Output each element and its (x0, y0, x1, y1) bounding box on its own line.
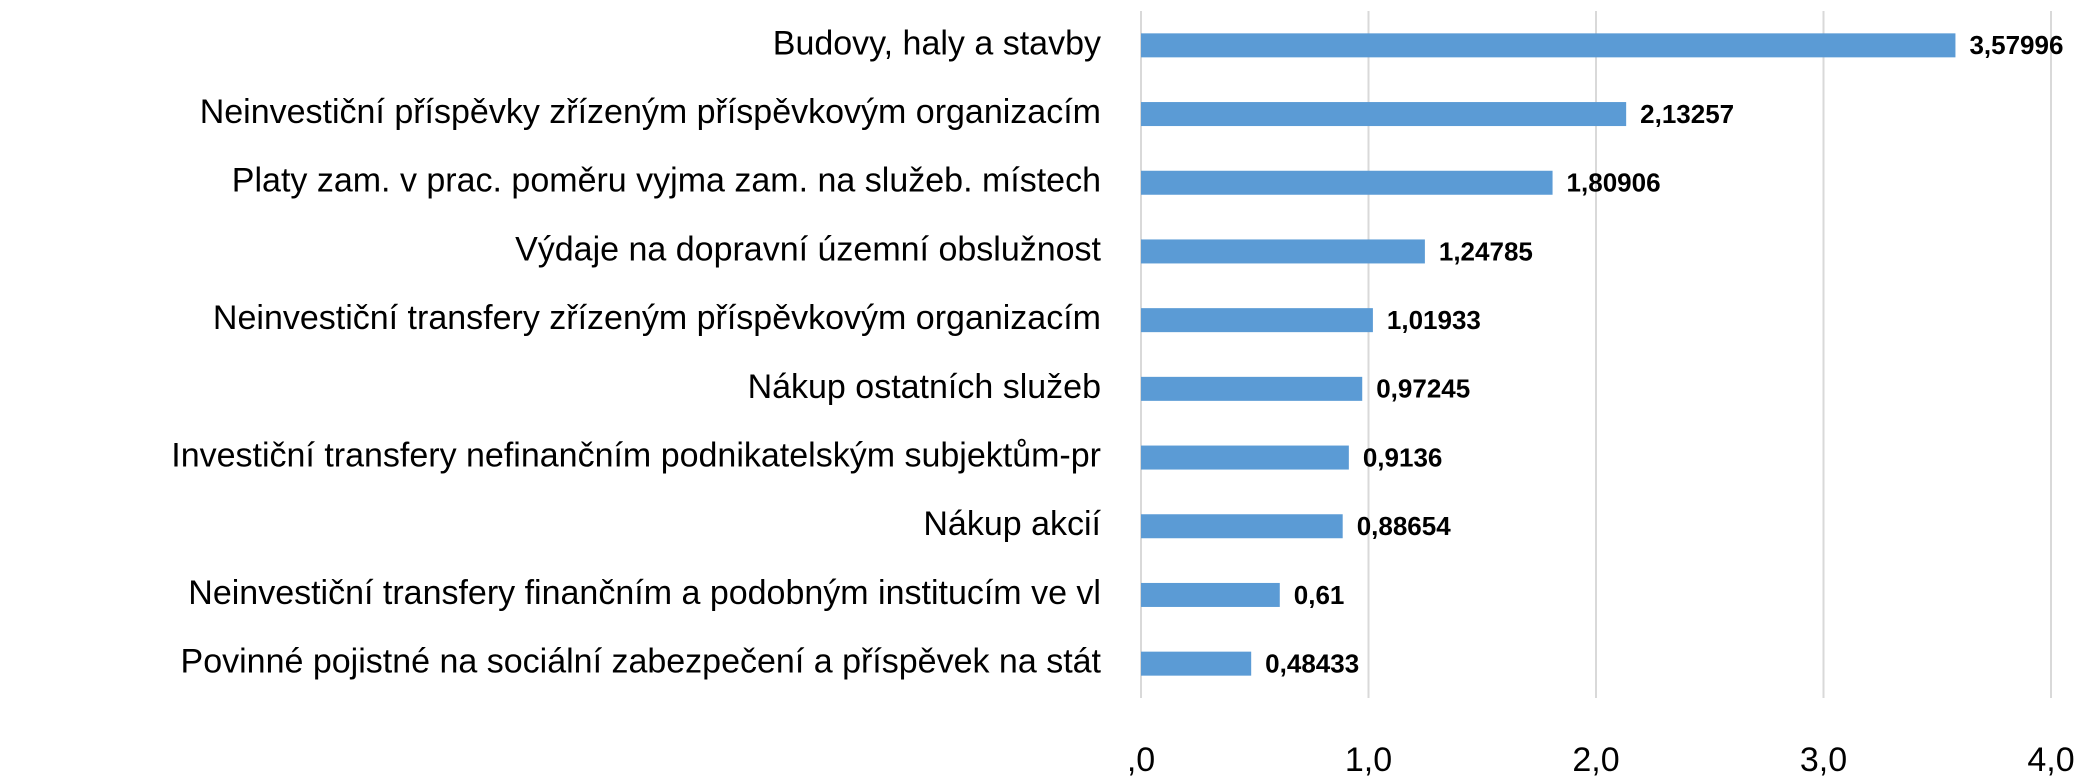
x-tick-label: 2,0 (1572, 741, 1619, 779)
bar (1141, 33, 1956, 58)
data-label: 1,24785 (1439, 236, 1533, 266)
y-tick-label: Investiční transfery nefinančním podnika… (171, 437, 1101, 475)
x-tick-label: ,0 (1127, 741, 1155, 779)
data-label: 1,01933 (1387, 305, 1481, 335)
bar (1141, 582, 1280, 607)
data-label: 0,88654 (1357, 511, 1452, 541)
bar (1141, 102, 1627, 127)
y-tick-label: Nákup akcií (923, 505, 1101, 543)
bar (1141, 239, 1425, 264)
y-tick-label: Neinvestiční transfery finančním a podob… (188, 574, 1101, 612)
y-tick-label: Budovy, haly a stavby (773, 24, 1101, 62)
data-label: 1,80906 (1567, 168, 1661, 198)
data-label: 3,57996 (1969, 30, 2063, 60)
bar (1141, 651, 1252, 676)
bar (1141, 308, 1373, 333)
bar (1141, 170, 1553, 195)
y-tick-label: Platy zam. v prac. poměru vyjma zam. na … (232, 162, 1101, 200)
x-tick-label: 4,0 (2027, 741, 2074, 779)
data-label: 2,13257 (1640, 99, 1734, 129)
bar (1141, 376, 1363, 401)
y-tick-label: Výdaje na dopravní územní obslužnost (515, 230, 1101, 268)
x-tick-label: 3,0 (1800, 741, 1847, 779)
y-tick-label: Povinné pojistné na sociální zabezpečení… (181, 643, 1102, 681)
x-tick-label: 1,0 (1345, 741, 1392, 779)
bar (1141, 514, 1343, 539)
bar (1141, 445, 1349, 470)
data-label: 0,48433 (1265, 649, 1359, 679)
data-label: 0,97245 (1376, 374, 1470, 404)
y-tick-label: Neinvestiční příspěvky zřízeným příspěvk… (200, 93, 1101, 131)
data-label: 0,9136 (1363, 442, 1443, 472)
y-tick-label: Nákup ostatních služeb (748, 368, 1101, 406)
y-tick-label: Neinvestiční transfery zřízeným příspěvk… (213, 299, 1101, 337)
data-label: 0,61 (1294, 580, 1345, 610)
